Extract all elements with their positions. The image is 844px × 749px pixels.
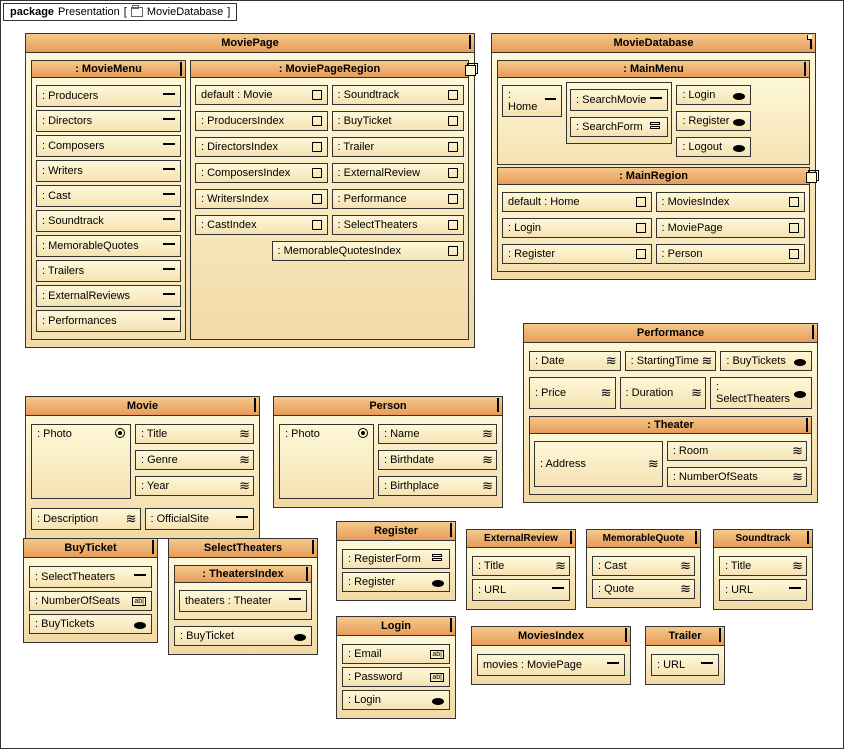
slot: : Performances (36, 310, 181, 332)
movie-box: Movie : Photo : Title≋: Genre≋: Year≋ : … (25, 396, 260, 539)
slot: : Name≋ (378, 424, 497, 444)
slot: : CastIndex (195, 215, 328, 235)
slot: : SelectTheaters (332, 215, 465, 235)
slot: : ComposersIndex (195, 163, 328, 183)
slot: : Price≋ (529, 377, 616, 409)
package-header: package Presentation [ MovieDatabase ] (3, 3, 237, 21)
slot: : Birthdate≋ (378, 450, 497, 470)
slot: : Writers (36, 160, 181, 182)
slot: : Directors (36, 110, 181, 132)
diagram-canvas: package Presentation [ MovieDatabase ] M… (0, 0, 844, 749)
trailer-box: Trailer : URL (645, 626, 725, 685)
slot: : Composers (36, 135, 181, 157)
slot: : ExternalReview (332, 163, 465, 183)
slot: : Producers (36, 85, 181, 107)
slot: : MoviesIndex (656, 192, 806, 212)
slot: : Register (502, 244, 652, 264)
memorablequote-box: MemorableQuote : Cast≋ : Quote≋ (586, 529, 701, 608)
buyticket-box: BuyTicket : SelectTheaters : NumberOfSea… (23, 538, 158, 643)
slot: : MemorableQuotes (36, 235, 181, 257)
slot: : Title≋ (135, 424, 254, 444)
slot: : BuyTicket (332, 111, 465, 131)
performance-box: Performance : Date≋: StartingTime≋: BuyT… (523, 323, 818, 503)
slot: : Birthplace≋ (378, 476, 497, 496)
slot: : MemorableQuotesIndex (272, 241, 465, 261)
slot: : ExternalReviews (36, 285, 181, 307)
slot: : BuyTickets (720, 351, 812, 371)
slot: : StartingTime≋ (625, 351, 717, 371)
slot: : Login (502, 218, 652, 238)
moviesindex-box: MoviesIndex movies : MoviePage (471, 626, 631, 685)
slot: : Year≋ (135, 476, 254, 496)
slot: : Date≋ (529, 351, 621, 371)
moviepage-box: MoviePage : MovieMenu : Producers: Direc… (25, 33, 475, 348)
selecttheaters-box: SelectTheaters : TheatersIndex theaters … (168, 538, 318, 655)
slot: default : Home (502, 192, 652, 212)
slot: : Soundtrack (332, 85, 465, 105)
slot: default : Movie (195, 85, 328, 105)
register-box: Register : RegisterForm : Register (336, 521, 456, 601)
slot: : ProducersIndex (195, 111, 328, 131)
login-box: Login : Emailab| : Passwordab| : Login (336, 616, 456, 719)
slot: : Genre≋ (135, 450, 254, 470)
slot: : Soundtrack (36, 210, 181, 232)
soundtrack-box: Soundtrack : Title≋ : URL (713, 529, 813, 610)
slot: : Cast (36, 185, 181, 207)
moviedatabase-box: MovieDatabase : MainMenu : Home : Search… (491, 33, 816, 280)
slot: : SelectTheaters (710, 377, 812, 409)
slot: : Performance (332, 189, 465, 209)
slot: : DirectorsIndex (195, 137, 328, 157)
slot: : Trailers (36, 260, 181, 282)
slot: : Duration≋ (620, 377, 707, 409)
person-box: Person : Photo : Name≋: Birthdate≋: Birt… (273, 396, 503, 508)
externalreview-box: ExternalReview : Title≋ : URL (466, 529, 576, 610)
slot: : MoviePage (656, 218, 806, 238)
slot: : Trailer (332, 137, 465, 157)
slot: : Person (656, 244, 806, 264)
slot: : WritersIndex (195, 189, 328, 209)
